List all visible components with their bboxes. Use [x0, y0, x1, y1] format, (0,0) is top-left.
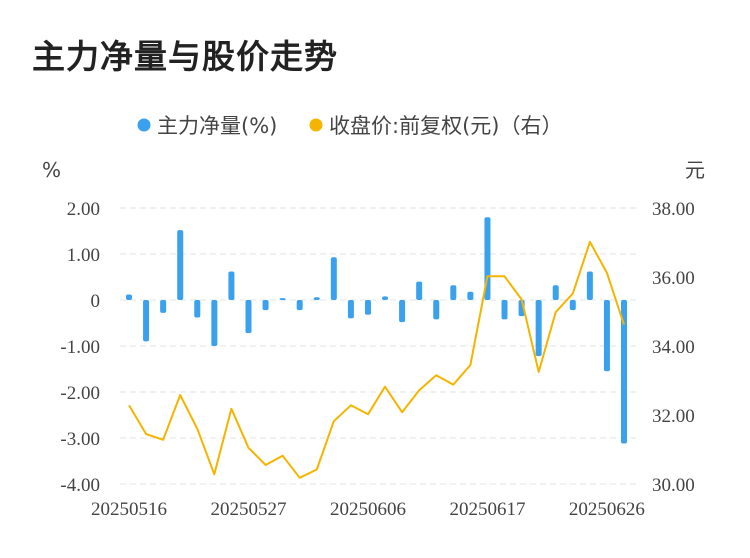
legend-marker-line [309, 118, 323, 132]
bar [364, 300, 371, 315]
legend-label-bar: 主力净量(%) [157, 114, 277, 138]
x-tick-label: 20250626 [569, 499, 645, 520]
x-tick-label: 20250617 [449, 499, 525, 520]
left-axis: -4.00 -3.00 -2.00 -1.00 0 1.00 2.00 [60, 199, 100, 496]
bar [399, 300, 406, 323]
price-line [128, 240, 625, 479]
bar [211, 300, 218, 346]
bar [552, 285, 559, 300]
x-tick-label: 20250516 [91, 499, 167, 520]
bar [177, 230, 184, 300]
bar [586, 271, 593, 300]
x-tick-label: 20250606 [330, 499, 406, 520]
bar [296, 300, 303, 311]
bar [347, 300, 354, 319]
bar [501, 300, 508, 320]
bar-series [126, 217, 627, 444]
left-tick-label: -4.00 [60, 475, 100, 496]
legend: 主力净量(%) 收盘价:前复权(元)（右） [137, 114, 562, 138]
bar [382, 296, 389, 300]
bar [313, 297, 320, 300]
right-tick-label: 30.00 [652, 475, 695, 496]
right-tick-label: 34.00 [652, 337, 695, 358]
bar [416, 281, 423, 300]
left-tick-label: 2.00 [67, 199, 100, 220]
line-series [128, 240, 625, 479]
right-tick-label: 36.00 [652, 268, 695, 289]
right-axis-unit: 元 [685, 158, 705, 182]
bar [467, 291, 474, 300]
left-tick-label: 0 [91, 291, 101, 312]
x-tick-label: 20250527 [210, 499, 286, 520]
bar [126, 294, 132, 300]
bar [194, 300, 201, 318]
legend-marker-bar [137, 118, 151, 132]
bar [160, 300, 167, 313]
bar [450, 285, 457, 300]
bar [433, 300, 440, 320]
bar [228, 271, 235, 300]
right-tick-label: 38.00 [652, 199, 695, 220]
bar [569, 300, 576, 311]
right-tick-label: 32.00 [652, 406, 695, 427]
bar [262, 300, 269, 311]
bar [535, 300, 542, 357]
legend-label-line: 收盘价:前复权(元)（右） [329, 114, 562, 138]
left-tick-label: -2.00 [60, 383, 100, 404]
right-axis: 30.00 32.00 34.00 36.00 38.00 [652, 199, 695, 496]
left-tick-label: 1.00 [67, 245, 100, 266]
bar [603, 300, 610, 372]
grid [120, 207, 640, 485]
left-tick-label: -3.00 [60, 429, 100, 450]
left-axis-unit: % [42, 158, 61, 182]
bar [143, 300, 150, 342]
bar [279, 298, 286, 300]
chart-title: 主力净量与股价走势 [32, 37, 338, 76]
bar [621, 300, 627, 444]
bar [245, 300, 252, 334]
x-axis: 20250516 20250527 20250606 20250617 20250626 [91, 499, 645, 520]
left-tick-label: -1.00 [60, 337, 100, 358]
bar [330, 257, 337, 300]
